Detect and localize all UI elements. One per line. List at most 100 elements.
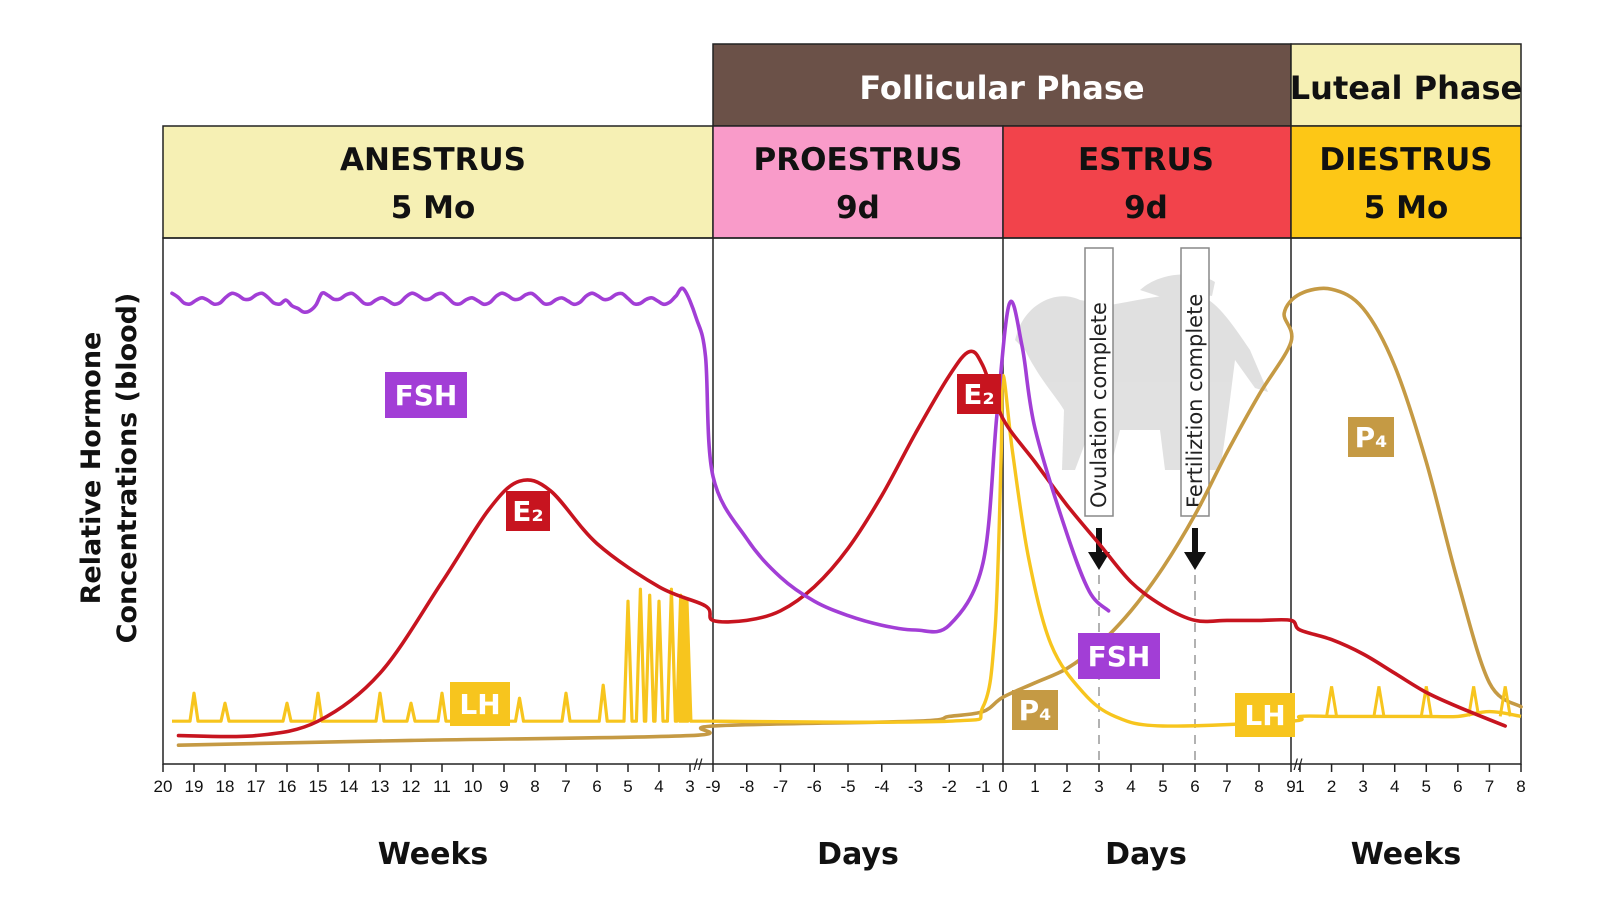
anestrus-band — [162, 125, 714, 239]
y-axis-label-line2: Concentrations (blood) — [112, 293, 143, 644]
series-label-text: FSH — [1088, 640, 1151, 673]
diestrus-band — [1290, 125, 1522, 239]
x-tick-label: 18 — [216, 777, 235, 796]
x-tick-label: 4 — [1390, 777, 1399, 796]
series-LH-anestrus — [172, 587, 713, 723]
x-tick-label: -4 — [874, 777, 889, 796]
x-tick-label: 5 — [1422, 777, 1431, 796]
x-tick-label: 2 — [1062, 777, 1071, 796]
series-FSH — [170, 286, 1111, 634]
anestrus-duration: 5 Mo — [391, 190, 476, 226]
axis-break-mark: // — [1294, 757, 1303, 774]
series-LH-spike — [1372, 686, 1386, 717]
x-tick-label: 9 — [499, 777, 508, 796]
annotation-box — [1180, 247, 1210, 517]
x-tick-label: 7 — [1222, 777, 1231, 796]
x-unit-label: Days — [1105, 837, 1187, 872]
x-tick-label: -1 — [975, 777, 990, 796]
series-P4 — [176, 286, 1523, 747]
x-tick-label: 15 — [309, 777, 328, 796]
x-tick-label: -3 — [908, 777, 923, 796]
luteal-phase-band — [1290, 43, 1522, 127]
x-tick-label: 9 — [1286, 777, 1295, 796]
series-label-badge — [1235, 693, 1295, 737]
proestrus-band — [712, 125, 1004, 239]
series-E2 — [176, 349, 1507, 739]
x-unit-label: Days — [817, 837, 899, 872]
x-tick-label: 5 — [623, 777, 632, 796]
annotation-text: Fertiliztion complete — [1183, 294, 1207, 508]
anestrus-name: ANESTRUS — [340, 142, 526, 178]
annotation-arrow-icon — [1184, 528, 1206, 570]
annotation-text: Ovulation complete — [1087, 302, 1111, 508]
series-label-badge — [506, 491, 550, 531]
x-tick-label: -9 — [705, 777, 720, 796]
series-LH-spike — [1325, 686, 1339, 717]
x-tick-label: 7 — [1485, 777, 1494, 796]
series-label-badge — [385, 372, 467, 418]
x-tick-label: -2 — [942, 777, 957, 796]
diestrus-duration: 5 Mo — [1364, 190, 1449, 226]
x-tick-label: 6 — [1190, 777, 1199, 796]
series-label-text: E₂ — [963, 378, 994, 411]
x-tick-label: 4 — [654, 777, 663, 796]
x-tick-label: 2 — [1327, 777, 1336, 796]
x-unit-label: Weeks — [1351, 837, 1462, 872]
x-tick-label: -5 — [840, 777, 855, 796]
x-tick-label: 5 — [1158, 777, 1167, 796]
proestrus-duration: 9d — [836, 190, 880, 226]
x-tick-label: 4 — [1126, 777, 1135, 796]
series-LH-spike — [1498, 686, 1512, 717]
x-tick-label: 10 — [464, 777, 483, 796]
x-tick-label: 7 — [561, 777, 570, 796]
x-tick-label: 6 — [592, 777, 601, 796]
series-label-badge — [1078, 633, 1160, 679]
x-tick-label: 8 — [530, 777, 539, 796]
x-tick-label: 3 — [685, 777, 694, 796]
series-label-text: LH — [459, 688, 500, 721]
x-tick-label: 13 — [371, 777, 390, 796]
series-label-text: E₂ — [512, 495, 543, 528]
x-tick-label: 19 — [185, 777, 204, 796]
diestrus-name: DIESTRUS — [1319, 142, 1492, 178]
series-label-text: P₄ — [1019, 694, 1052, 727]
annotations: Ovulation complete Fertiliztion complete — [1084, 247, 1210, 764]
estrus-duration: 9d — [1124, 190, 1168, 226]
x-tick-label: 1 — [1030, 777, 1039, 796]
x-tick-label: 11 — [433, 777, 451, 796]
x-tick-label: 8 — [1516, 777, 1525, 796]
x-tick-label: 16 — [278, 777, 297, 796]
x-tick-label: 12 — [402, 777, 421, 796]
x-tick-label: 3 — [1358, 777, 1367, 796]
series-LH-spike — [1419, 686, 1433, 717]
estrus-band — [1002, 125, 1292, 239]
annotation-box — [1084, 247, 1114, 517]
series-layer — [170, 286, 1523, 747]
x-tick-label: 0 — [998, 777, 1007, 796]
series-label-badge — [957, 374, 1001, 414]
x-tick-label: 17 — [247, 777, 266, 796]
x-tick-label: 1 — [1295, 777, 1304, 796]
estrus-name: ESTRUS — [1078, 142, 1214, 178]
plot-area — [162, 237, 1522, 765]
x-tick-label: 3 — [1094, 777, 1103, 796]
series-label-text: FSH — [395, 379, 458, 412]
y-axis-label-line1: Relative Hormone — [76, 332, 107, 605]
x-tick-label: -8 — [739, 777, 754, 796]
annotation-arrow-icon — [1088, 528, 1110, 570]
mating-dogs-silhouette — [1015, 274, 1268, 470]
series-label-text: P₄ — [1355, 421, 1388, 454]
follicular-phase-band — [712, 43, 1292, 127]
x-unit-label: Weeks — [378, 837, 489, 872]
x-tick-label: -6 — [807, 777, 822, 796]
luteal-phase-label: Luteal Phase — [1290, 69, 1522, 107]
series-labels: FSH FSH E₂ E₂ LH LH P₄ P₄ — [385, 372, 1394, 737]
series-label-text: LH — [1244, 699, 1285, 732]
series-LH — [712, 373, 1522, 728]
series-LH-spike — [1467, 686, 1481, 717]
axis-break-mark: // — [694, 757, 703, 774]
series-label-badge — [450, 682, 510, 726]
series-label-badge — [1348, 417, 1394, 457]
